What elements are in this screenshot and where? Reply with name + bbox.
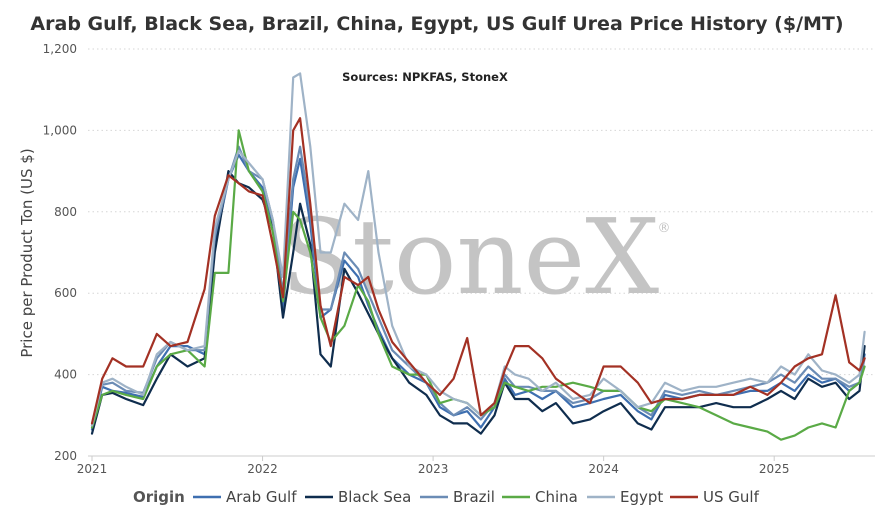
legend-label-egypt: Egypt [620, 488, 663, 506]
y-tick-label: 400 [54, 368, 77, 382]
x-tick-label: 2024 [588, 462, 619, 476]
watermark-registered-mark: ® [658, 221, 671, 236]
chart-title: Arab Gulf, Black Sea, Brazil, China, Egy… [30, 13, 843, 35]
y-tick-label: 600 [54, 286, 77, 300]
series-line-egypt [90, 72, 866, 427]
x-tick-label: 2021 [77, 462, 108, 476]
x-tick-label: 2023 [418, 462, 449, 476]
y-tick-label: 1,000 [43, 123, 77, 137]
y-axis-label: Price per Product Ton (US $) [18, 148, 36, 357]
legend-label-arab-gulf: Arab Gulf [226, 488, 297, 506]
legend-label-china: China [535, 488, 578, 506]
y-tick-label: 800 [54, 205, 77, 219]
y-tick-label: 1,200 [43, 42, 77, 56]
chart-subtitle: Sources: NPKFAS, StoneX [342, 70, 508, 84]
legend-title: Origin [133, 488, 185, 506]
y-axis-ticks: 200 400 600 800 1,000 1,200 [43, 42, 77, 463]
legend-label-black-sea: Black Sea [338, 488, 411, 506]
watermark-logo: StoneX [281, 196, 659, 318]
legend-label-us-gulf: US Gulf [703, 488, 760, 506]
x-tick-label: 2025 [759, 462, 790, 476]
y-tick-label: 200 [54, 449, 77, 463]
x-axis-ticks: 2021 2022 2023 2024 2025 [77, 456, 790, 476]
series-lines [90, 72, 866, 441]
legend: Origin Arab Gulf Black Sea Brazil China Egyp… [133, 488, 760, 506]
x-tick-label: 2022 [247, 462, 278, 476]
legend-label-brazil: Brazil [453, 488, 495, 506]
series-line-us-gulf [90, 117, 866, 425]
